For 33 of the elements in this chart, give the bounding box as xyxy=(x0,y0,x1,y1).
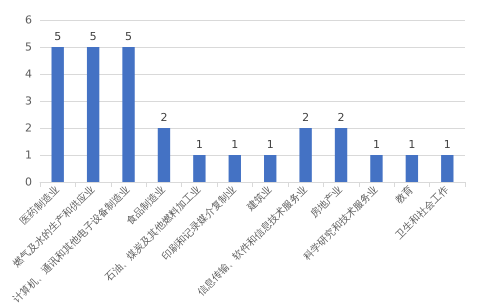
data-label: 1 xyxy=(231,138,238,151)
data-label: 1 xyxy=(408,138,416,151)
y-tick-label: 5 xyxy=(25,40,32,54)
bar xyxy=(264,155,276,182)
data-label: 1 xyxy=(196,138,203,151)
y-tick-label: 4 xyxy=(25,68,32,80)
y-tick-label: 3 xyxy=(25,94,32,108)
data-label: 5 xyxy=(125,30,132,43)
data-label: 2 xyxy=(302,111,310,124)
data-label: 1 xyxy=(266,138,274,151)
y-tick-label: 6 xyxy=(25,14,32,26)
bar xyxy=(122,47,135,182)
data-label: 1 xyxy=(444,138,451,151)
y-tick-label: 0 xyxy=(25,176,32,188)
bar xyxy=(86,47,100,182)
data-label: 1 xyxy=(372,138,380,151)
y-tick-label: 2 xyxy=(25,122,32,134)
bar xyxy=(52,47,64,182)
data-label: 5 xyxy=(54,30,62,43)
data-label: 2 xyxy=(160,111,168,124)
bar xyxy=(158,128,170,182)
bar xyxy=(441,155,454,182)
bar xyxy=(406,155,418,182)
y-tick-label: 1 xyxy=(25,148,32,162)
x-tick-label: 教育 xyxy=(393,183,416,206)
bar xyxy=(228,155,241,182)
bar xyxy=(299,128,312,182)
data-label: 2 xyxy=(338,111,345,124)
x-tick-label: 建筑业 xyxy=(244,183,274,214)
bar xyxy=(370,155,383,182)
data-label: 5 xyxy=(90,30,97,43)
bar xyxy=(193,155,206,182)
bar xyxy=(334,128,348,182)
